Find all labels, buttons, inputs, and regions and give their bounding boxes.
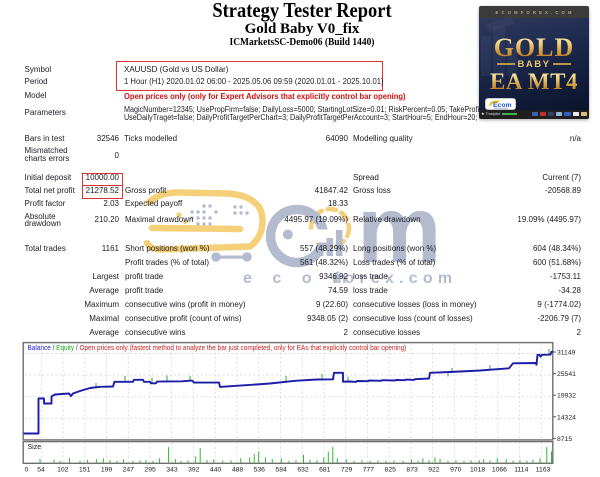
svg-text:Balance / Equity / Open prices: Balance / Equity / Open prices only (fas… <box>28 345 407 352</box>
svg-text:14324: 14324 <box>557 414 576 421</box>
svg-text:1114: 1114 <box>514 467 528 474</box>
svg-text:1018: 1018 <box>470 467 485 474</box>
svg-text:151: 151 <box>79 467 91 474</box>
svg-text:343: 343 <box>166 467 178 474</box>
svg-text:1163: 1163 <box>536 467 551 474</box>
svg-text:25541: 25541 <box>557 371 576 378</box>
svg-text:392: 392 <box>188 467 200 474</box>
svg-text:247: 247 <box>123 467 135 474</box>
svg-text:54: 54 <box>37 467 45 474</box>
svg-text:Ecom: Ecom <box>493 102 512 109</box>
svg-text:8715: 8715 <box>557 436 572 443</box>
svg-text:777: 777 <box>363 467 375 474</box>
svg-text:729: 729 <box>341 467 353 474</box>
svg-text:873: 873 <box>406 467 418 474</box>
svg-text:584: 584 <box>275 467 287 474</box>
svg-text:825: 825 <box>385 467 397 474</box>
svg-text:m: m <box>357 183 441 283</box>
svg-text:199: 199 <box>101 467 113 474</box>
svg-text:681: 681 <box>319 467 331 474</box>
svg-text:970: 970 <box>450 467 462 474</box>
svg-text:536: 536 <box>254 467 266 474</box>
svg-text:488: 488 <box>232 467 244 474</box>
svg-text:0: 0 <box>25 467 29 474</box>
svg-text:295: 295 <box>144 467 156 474</box>
svg-text:ecom: ecom <box>243 270 367 287</box>
svg-text:Size: Size <box>28 444 42 451</box>
svg-text:1066: 1066 <box>492 467 507 474</box>
svg-text:102: 102 <box>57 467 69 474</box>
svg-text:31149: 31149 <box>557 350 576 357</box>
svg-text:440: 440 <box>210 467 222 474</box>
svg-text:19932: 19932 <box>557 393 576 400</box>
svg-text:922: 922 <box>428 467 440 474</box>
svg-text:632: 632 <box>297 467 309 474</box>
svg-text:forex.com: forex.com <box>334 270 457 287</box>
